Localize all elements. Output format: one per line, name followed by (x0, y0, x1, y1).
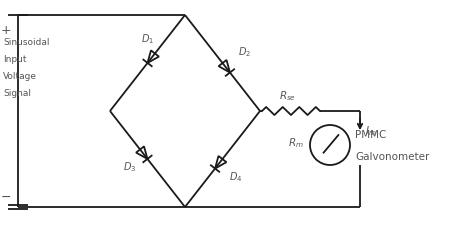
Text: $R_m$: $R_m$ (288, 135, 303, 149)
Text: Sinusoidal: Sinusoidal (3, 38, 50, 47)
Text: $D_2$: $D_2$ (238, 45, 251, 59)
Text: $D_4$: $D_4$ (228, 169, 242, 183)
Text: Input: Input (3, 55, 26, 64)
Text: $I_m$: $I_m$ (364, 124, 376, 137)
Text: Signal: Signal (3, 89, 31, 98)
Text: $R_{se}$: $R_{se}$ (279, 89, 296, 103)
Text: Voltage: Voltage (3, 72, 37, 81)
Text: $D_3$: $D_3$ (123, 160, 136, 173)
Text: Galvonometer: Galvonometer (354, 151, 429, 161)
Text: $D_1$: $D_1$ (141, 32, 153, 46)
Text: +: + (1, 24, 11, 37)
Text: PMMC: PMMC (354, 129, 385, 139)
Text: −: − (1, 190, 11, 203)
